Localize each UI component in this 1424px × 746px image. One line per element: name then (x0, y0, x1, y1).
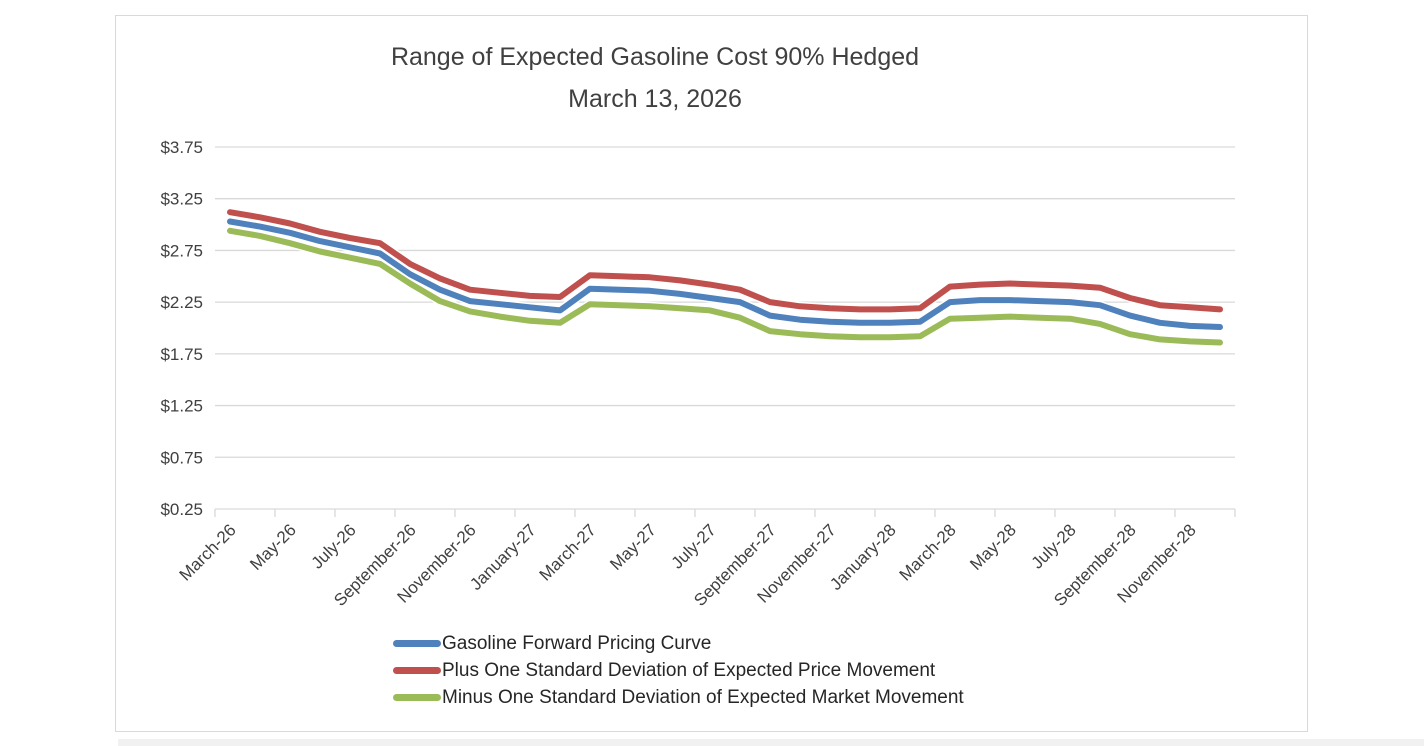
chart-title: Range of Expected Gasoline Cost 90% Hedg… (390, 43, 920, 71)
x-axis-label: March-28 (896, 520, 960, 584)
x-axis-label: May-28 (966, 520, 1020, 574)
series-line (227, 227, 1223, 346)
x-axis-label: March-26 (176, 520, 240, 584)
y-axis-label: $3.25 (160, 190, 203, 209)
y-axis-label: $2.25 (160, 293, 203, 312)
y-axis-label: $1.75 (160, 345, 203, 364)
legend-line-swatch (393, 640, 441, 647)
chart-title-block: Range of Expected Gasoline Cost 90% Hedg… (115, 36, 1195, 120)
legend-label: Gasoline Forward Pricing Curve (442, 632, 712, 654)
legend-item: Plus One Standard Deviation of Expected … (393, 657, 964, 684)
x-axis-label: March-27 (536, 520, 600, 584)
legend-line-swatch (393, 694, 441, 701)
y-axis-label: $2.75 (160, 241, 203, 260)
legend-item: Minus One Standard Deviation of Expected… (393, 684, 964, 711)
x-axis-label: May-27 (606, 520, 660, 574)
x-axis-label: July-28 (1028, 520, 1080, 572)
legend-item: Gasoline Forward Pricing Curve (393, 630, 964, 657)
chart-legend: Gasoline Forward Pricing Curve Plus One S… (393, 630, 964, 711)
chart-subtitle: March 13, 2026 (568, 85, 742, 113)
y-axis-label: $3.75 (160, 138, 203, 157)
x-axis-label: July-27 (668, 520, 720, 572)
legend-label: Minus One Standard Deviation of Expected… (442, 686, 964, 708)
y-axis-label: $1.25 (160, 397, 203, 416)
legend-label: Plus One Standard Deviation of Expected … (442, 659, 936, 681)
y-axis-label: $0.25 (160, 500, 203, 519)
chart-frame (115, 15, 1308, 732)
series-line (227, 209, 1223, 313)
x-axis-label: July-26 (308, 520, 360, 572)
x-axis-label: May-26 (246, 520, 300, 574)
legend-line-swatch (393, 667, 441, 674)
series-line (227, 218, 1223, 330)
y-axis-label: $0.75 (160, 448, 203, 467)
page-edge-divider (118, 739, 1424, 746)
